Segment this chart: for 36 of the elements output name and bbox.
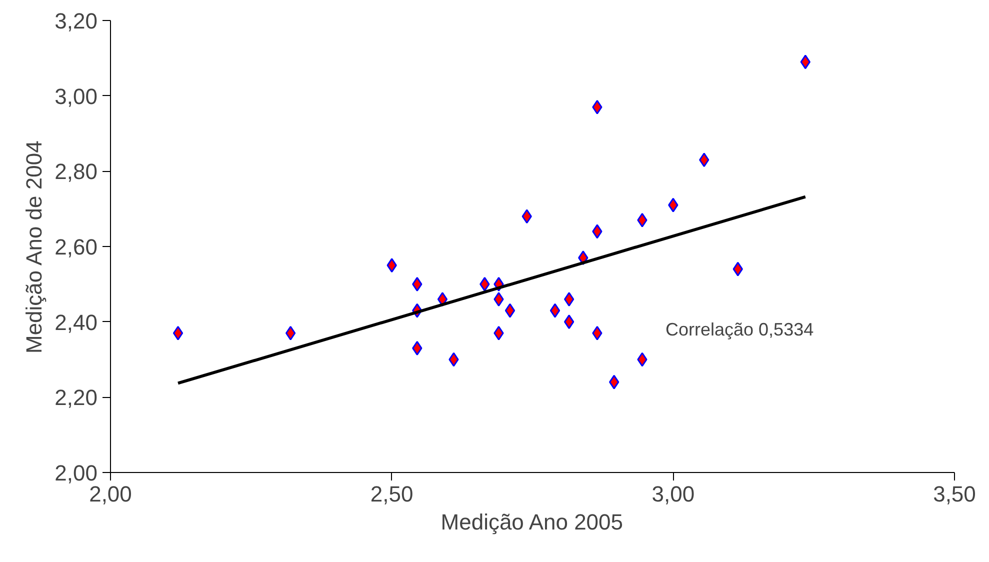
y-tick-label: 3,00 <box>54 84 98 109</box>
point <box>504 303 516 318</box>
point <box>564 292 574 306</box>
y-tick-label: 2,80 <box>54 159 98 184</box>
x-tick-label: 3,50 <box>933 482 976 506</box>
y-tick-label: 2,40 <box>54 310 98 335</box>
point <box>699 152 710 168</box>
point <box>592 100 602 114</box>
y-tick-label: 2,60 <box>54 234 98 260</box>
annotation: Correlação 0,5334 <box>666 320 814 340</box>
point <box>172 326 184 340</box>
point <box>386 258 397 273</box>
y-tick-label: 3,20 <box>54 8 98 34</box>
point <box>800 54 810 70</box>
point <box>480 276 490 292</box>
point <box>609 374 620 390</box>
y-axis-title: Medição Ano de 2004 <box>22 140 47 354</box>
x-axis-title: Medição Ano 2005 <box>440 510 624 534</box>
point <box>668 198 678 212</box>
point <box>732 262 743 276</box>
point <box>285 326 296 340</box>
point <box>564 314 574 330</box>
x-tick-label: 2,50 <box>370 482 414 506</box>
point <box>494 292 504 306</box>
point <box>550 303 560 318</box>
point <box>592 224 602 239</box>
point <box>522 209 532 224</box>
point <box>412 340 422 356</box>
point <box>494 326 504 340</box>
y-tick-label: 2,20 <box>54 385 98 410</box>
point <box>448 352 459 367</box>
point <box>592 326 602 340</box>
point <box>412 276 422 292</box>
x-tick-label: 3,00 <box>652 482 695 506</box>
point <box>637 352 648 367</box>
point <box>637 212 648 228</box>
